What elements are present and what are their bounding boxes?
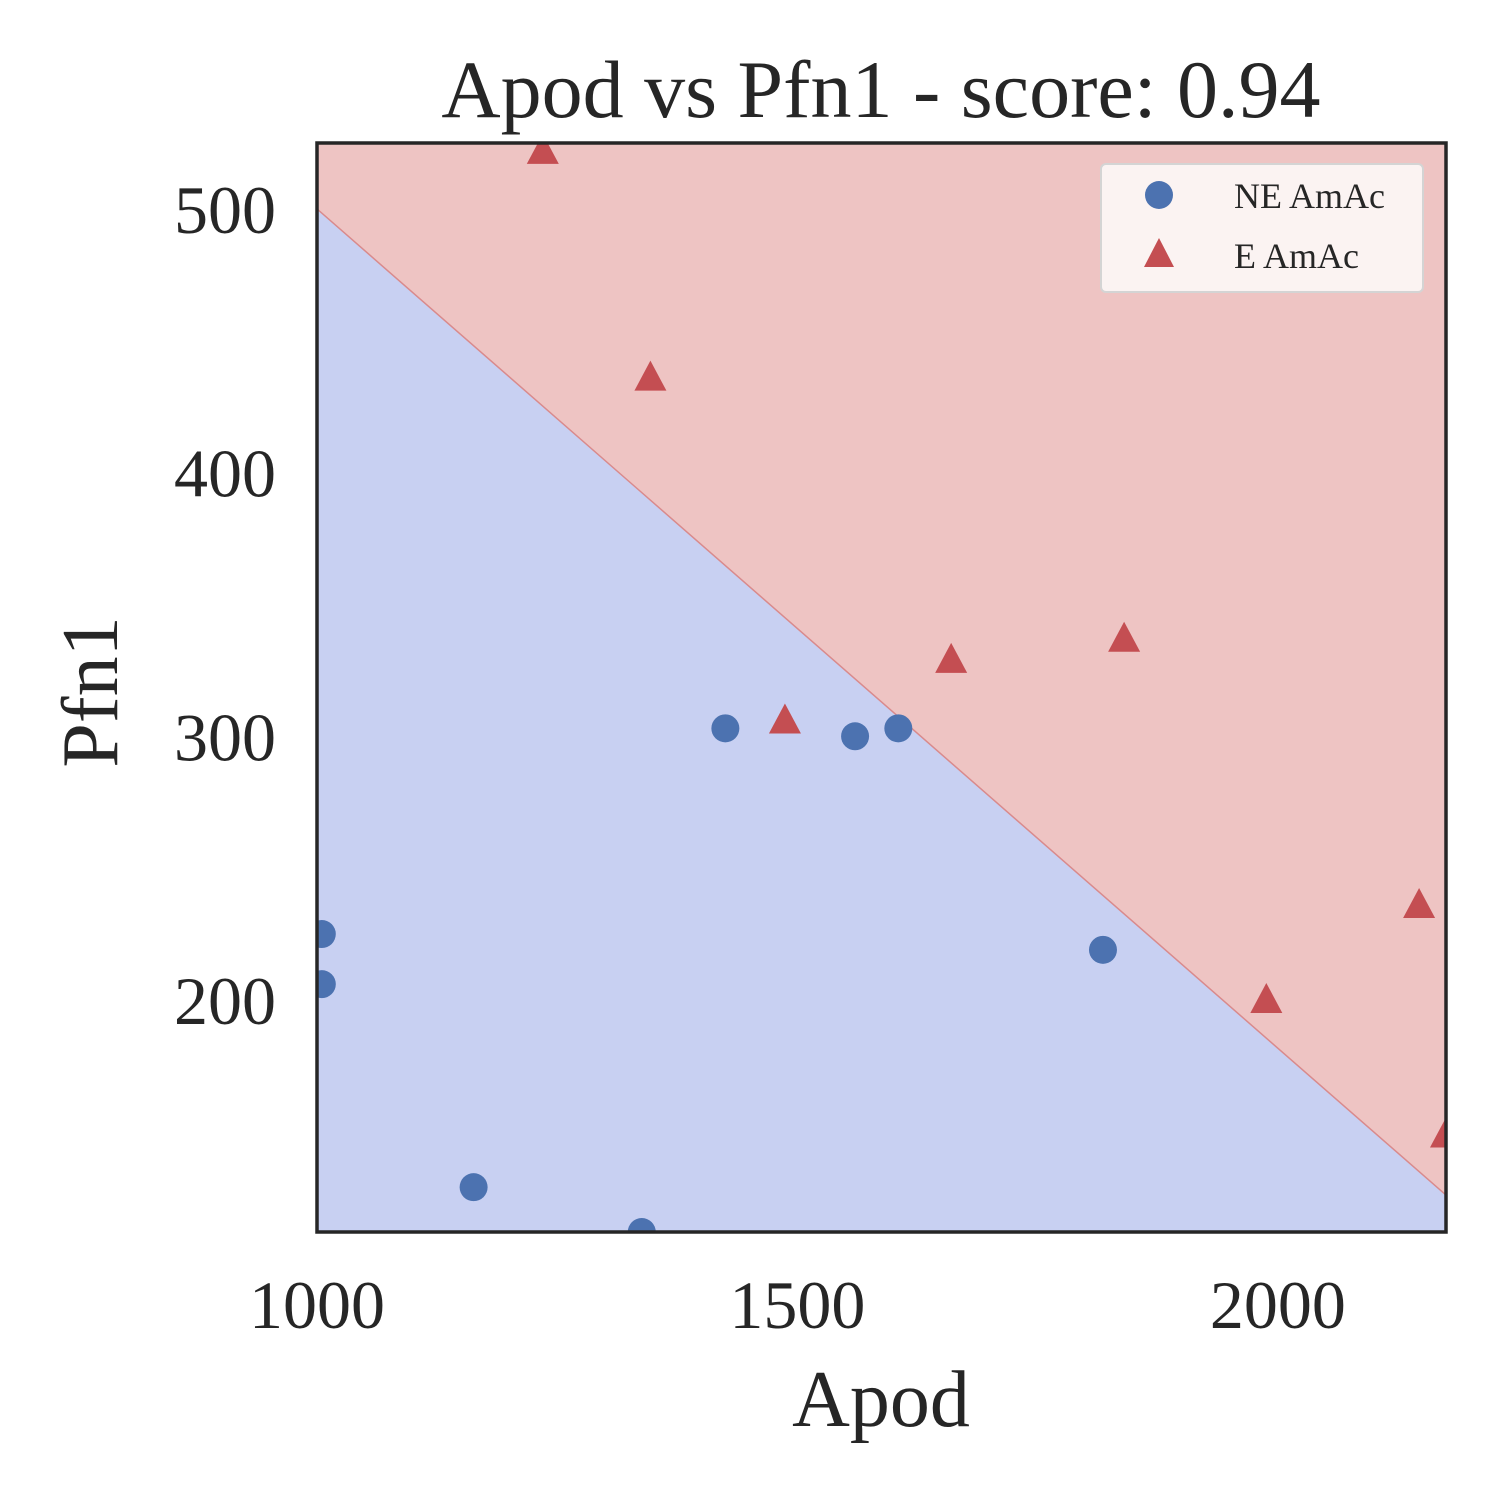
x-axis-label: Apod [792, 1356, 970, 1444]
y-tick-label-200: 200 [174, 963, 276, 1039]
x-tick-label-1000: 1000 [249, 1267, 385, 1343]
point-ne-amac-8 [1088, 935, 1117, 964]
plot-area [317, 143, 1446, 1232]
point-ne-amac-6 [841, 722, 870, 751]
point-e-amac-4 [935, 642, 968, 673]
plot-frame [315, 141, 1448, 1234]
point-e-amac-7 [1403, 888, 1436, 919]
data-points [317, 143, 1446, 1232]
point-ne-amac-1 [317, 920, 336, 949]
point-e-amac-2 [634, 360, 667, 391]
point-ne-amac-2 [317, 970, 336, 999]
background-region-ne-amac [317, 208, 1446, 1232]
y-axis-ticks: 200 300 400 500 [174, 172, 276, 1039]
x-tick-label-1500: 1500 [729, 1267, 865, 1343]
x-tick-label-2000: 2000 [1210, 1267, 1346, 1343]
point-e-amac-6 [1250, 982, 1283, 1013]
decision-boundary-line [317, 208, 1446, 1196]
y-tick-label-400: 400 [174, 436, 276, 512]
point-e-amac-1 [526, 143, 559, 164]
y-tick-label-500: 500 [174, 172, 276, 248]
legend-label-e-amac: E AmAc [1234, 236, 1359, 276]
legend-marker-ne-amac [1145, 181, 1173, 209]
y-tick-label-300: 300 [174, 699, 276, 775]
point-e-amac-8 [1430, 1117, 1446, 1148]
point-ne-amac-3 [459, 1173, 488, 1202]
y-axis-label: Pfn1 [47, 616, 135, 767]
point-e-amac-5 [1108, 621, 1141, 652]
point-ne-amac-5 [711, 714, 740, 743]
legend: NE AmAc E AmAc [1100, 163, 1424, 293]
point-e-amac-3 [768, 703, 801, 734]
legend-label-ne-amac: NE AmAc [1234, 176, 1385, 216]
x-axis-ticks: 1000 1500 2000 [249, 1267, 1346, 1343]
point-ne-amac-4 [627, 1218, 656, 1232]
legend-box [1100, 163, 1424, 293]
chart-title: Apod vs Pfn1 - score: 0.94 [441, 44, 1320, 135]
legend-marker-e-amac [1144, 238, 1174, 267]
point-ne-amac-7 [884, 714, 913, 743]
